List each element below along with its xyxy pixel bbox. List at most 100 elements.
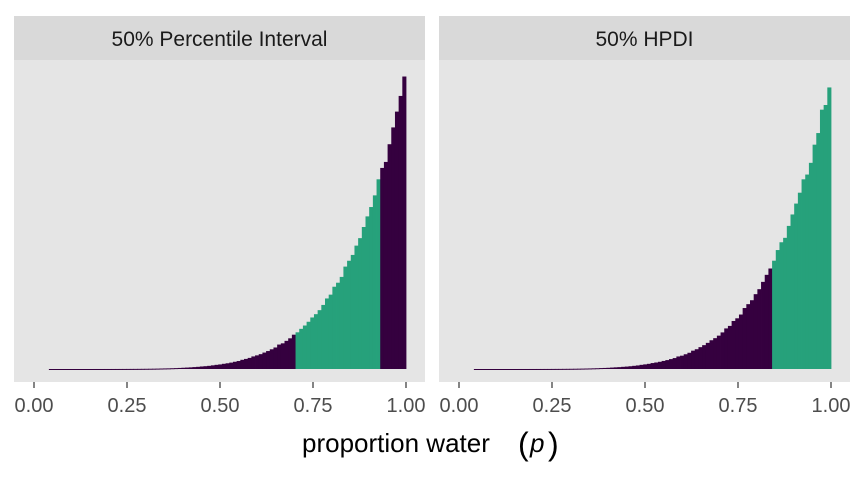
bar-outside-interval (394, 111, 400, 370)
bar-outside-interval (613, 367, 618, 369)
bar-outside-interval (133, 368, 138, 370)
bar-outside-interval (232, 361, 238, 369)
bar-outside-interval (185, 367, 190, 369)
bar-outside-interval (621, 366, 626, 369)
bar-outside-interval (720, 332, 725, 369)
bar-inside-interval (347, 260, 352, 369)
bar-outside-interval (591, 368, 596, 370)
bar-outside-interval (89, 369, 94, 370)
bar-outside-interval (753, 294, 758, 369)
bar-outside-interval (210, 365, 215, 369)
bar-outside-interval (196, 366, 201, 369)
bar-inside-interval (794, 203, 799, 369)
bar-outside-interval (177, 367, 182, 369)
bar-inside-interval (827, 87, 832, 369)
x-tick-label: 0.25 (108, 395, 147, 417)
bar-outside-interval (713, 338, 718, 369)
x-tick-label: 0.75 (719, 395, 758, 417)
bar-outside-interval (100, 368, 105, 370)
bar-outside-interval (387, 144, 392, 369)
panel-title: 50% Percentile Interval (112, 28, 328, 51)
bar-inside-interval (790, 214, 795, 369)
bar-outside-interval (258, 354, 263, 369)
bar-outside-interval (599, 368, 604, 370)
bar-outside-interval (288, 338, 293, 369)
bar-outside-interval (536, 368, 541, 370)
bar-outside-interval (203, 366, 208, 369)
bar-outside-interval (380, 167, 385, 369)
bar-outside-interval (277, 344, 282, 369)
bar-outside-interval (569, 368, 574, 370)
bar-outside-interval (724, 328, 729, 369)
bar-outside-interval (207, 365, 212, 369)
bar-outside-interval (602, 367, 607, 369)
bar-outside-interval (694, 349, 699, 369)
bar-outside-interval (521, 368, 526, 370)
bar-outside-interval (280, 343, 285, 369)
x-tick-label: 1.00 (387, 395, 426, 417)
bar-outside-interval (691, 350, 696, 369)
bar-outside-interval (383, 161, 388, 369)
bar-inside-interval (372, 195, 377, 369)
bar-outside-interval (255, 355, 260, 369)
bar-outside-interval (632, 365, 637, 369)
bar-inside-interval (786, 225, 791, 369)
bar-outside-interval (118, 368, 123, 370)
bar-outside-interval (48, 369, 53, 370)
bar-inside-interval (354, 245, 359, 369)
bar-outside-interval (738, 314, 744, 369)
bar-outside-interval (291, 334, 296, 369)
bar-outside-interval (761, 281, 766, 369)
bar-outside-interval (225, 363, 230, 369)
bar-inside-interval (783, 237, 788, 369)
x-axis-title: proportion water ( p ) (302, 426, 559, 462)
bar-outside-interval (56, 369, 61, 370)
bar-outside-interval (137, 368, 142, 370)
bar-outside-interval (525, 368, 530, 370)
bar-outside-interval (266, 351, 271, 369)
bar-outside-interval (93, 368, 98, 370)
bar-outside-interval (85, 369, 90, 370)
bar-outside-interval (654, 362, 659, 369)
bar-outside-interval (698, 347, 703, 369)
bar-outside-interval (606, 367, 611, 369)
bar-inside-interval (775, 250, 780, 369)
bar-outside-interval (746, 304, 751, 369)
x-axis-title-text: proportion water (302, 428, 490, 458)
bar-outside-interval (624, 366, 629, 369)
x-tick-label: 0.00 (15, 395, 54, 417)
bar-outside-interval (273, 347, 278, 369)
bar-outside-interval (643, 364, 648, 369)
bar-outside-interval (543, 368, 548, 370)
bar-outside-interval (495, 369, 501, 370)
bar-outside-interval (59, 369, 64, 370)
bar-inside-interval (295, 332, 300, 369)
bar-outside-interval (148, 368, 153, 370)
bar-outside-interval (78, 369, 83, 370)
bar-outside-interval (709, 340, 714, 369)
bar-outside-interval (635, 365, 640, 369)
bar-inside-interval (339, 276, 344, 369)
paren-open: ( (518, 426, 529, 462)
bar-inside-interval (801, 179, 806, 369)
bar-inside-interval (328, 294, 333, 369)
bar-outside-interval (588, 368, 593, 370)
bar-outside-interval (768, 268, 773, 369)
x-tick-label: 0.00 (440, 395, 479, 417)
bar-outside-interval (683, 354, 688, 369)
bar-outside-interval (551, 368, 556, 370)
bar-outside-interval (284, 340, 289, 369)
strip-background (14, 16, 425, 60)
bar-outside-interval (757, 289, 762, 369)
bar-outside-interval (764, 274, 769, 369)
bar-outside-interval (477, 369, 482, 370)
bar-inside-interval (369, 207, 374, 369)
bar-inside-interval (819, 109, 825, 370)
bar-outside-interval (562, 368, 567, 370)
bar-outside-interval (126, 368, 131, 370)
bar-outside-interval (492, 369, 497, 370)
bar-outside-interval (70, 369, 76, 370)
bar-outside-interval (510, 369, 515, 370)
x-tick-label: 0.50 (201, 395, 240, 417)
